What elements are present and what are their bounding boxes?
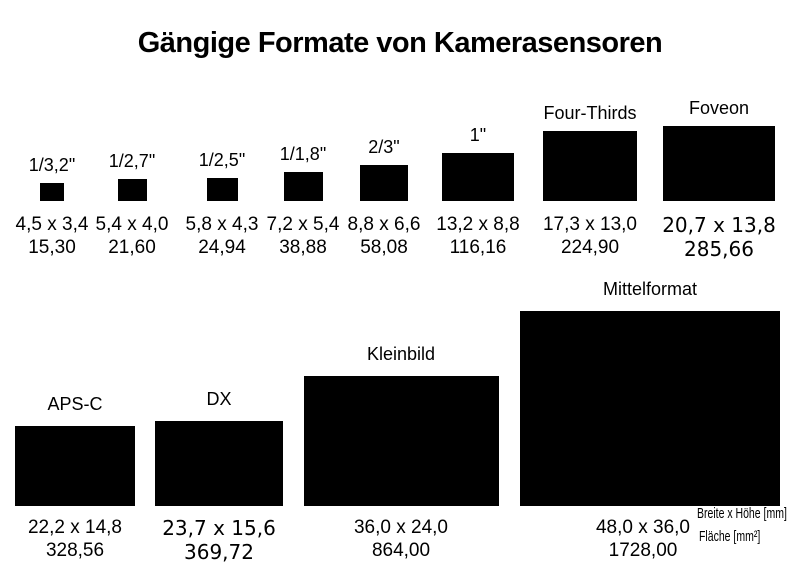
sensor-area: 58,08	[360, 237, 408, 258]
sensor-dimensions: 17,3 x 13,0	[542, 214, 638, 235]
sensor-dimensions: 23,7 x 15,6	[162, 516, 276, 540]
sensor-group: 1/1,8" 7,2 x 5,4 38,88	[255, 80, 351, 258]
sensor-group: APS-C 22,2 x 14,8 328,56	[10, 260, 140, 561]
sensor-group: Kleinbild 36,0 x 24,0 864,00	[301, 260, 501, 561]
sensor-label: 2/3"	[368, 137, 400, 157]
sensor-row-large: APS-C 22,2 x 14,8 328,56 DX 23,7 x 15,6 …	[0, 260, 800, 564]
sensor-values: 17,3 x 13,0 224,90	[533, 201, 647, 258]
sensor-area: 864,00	[371, 540, 431, 561]
sensor-dimensions: 4,5 x 3,4	[15, 214, 89, 235]
sensor-values: 5,4 x 4,0 21,60	[84, 201, 180, 258]
sensor-dimensions: 13,2 x 8,8	[436, 214, 520, 235]
sensor-area: 1728,00	[608, 540, 678, 561]
sensor-rect	[520, 311, 780, 506]
legend-dimensions-label: Breite x Höhe [mm]	[697, 505, 787, 522]
sensor-label: Mittelformat	[602, 279, 698, 299]
sensor-dimensions: 7,2 x 5,4	[266, 214, 340, 235]
sensor-label: DX	[206, 389, 232, 409]
sensor-values: 20,7 x 13,8 285,66	[657, 201, 781, 261]
sensor-rect	[663, 126, 775, 201]
sensor-group: 1/2,7" 5,4 x 4,0 21,60	[84, 80, 180, 258]
sensor-rect	[155, 421, 283, 506]
sensor-values: 5,8 x 4,3 24,94	[174, 201, 270, 258]
sensor-dimensions: 48,0 x 36,0	[595, 517, 691, 538]
sensor-area: 224,90	[560, 237, 620, 258]
sensor-group: 2/3" 8,8 x 6,6 58,08	[336, 80, 432, 258]
sensor-rect	[283, 172, 323, 201]
sensor-dimensions: 8,8 x 6,6	[347, 214, 421, 235]
sensor-label: 1/2,7"	[108, 151, 156, 171]
sensor-values: 36,0 x 24,0 864,00	[301, 506, 501, 561]
sensor-values: 8,8 x 6,6 58,08	[336, 201, 432, 258]
sensor-label: 1/3,2"	[28, 155, 76, 175]
sensor-label: Foveon	[688, 98, 750, 118]
sensor-area: 38,88	[279, 237, 327, 258]
sensor-area: 15,30	[28, 237, 76, 258]
sensor-values: 4,5 x 3,4 15,30	[4, 201, 100, 258]
sensor-group: Mittelformat 48,0 x 36,0 1728,00	[519, 260, 781, 561]
sensor-values: 23,7 x 15,6 369,72	[149, 506, 289, 564]
sensor-rect	[543, 131, 637, 201]
sensor-rect	[303, 376, 499, 506]
sensor-rect	[442, 153, 514, 201]
sensor-dimensions: 36,0 x 24,0	[353, 517, 449, 538]
sensor-group: DX 23,7 x 15,6 369,72	[149, 260, 289, 564]
sensor-rect	[206, 178, 238, 201]
sensor-label: 1"	[469, 125, 487, 145]
sensor-area: 369,72	[184, 540, 254, 564]
sensor-group: Foveon 20,7 x 13,8 285,66	[657, 80, 781, 261]
sensor-values: 7,2 x 5,4 38,88	[255, 201, 351, 258]
sensor-label: APS-C	[47, 394, 103, 414]
sensor-area: 328,56	[45, 540, 105, 561]
sensor-group: 1/2,5" 5,8 x 4,3 24,94	[174, 80, 270, 258]
page-title: Gängige Formate von Kamerasensoren	[137, 27, 663, 59]
sensor-area: 285,66	[684, 237, 754, 261]
sensor-area: 21,60	[108, 237, 156, 258]
sensor-group: Four-Thirds 17,3 x 13,0 224,90	[533, 80, 647, 258]
sensor-values: 48,0 x 36,0 1728,00	[519, 506, 781, 561]
sensor-area: 116,16	[449, 237, 507, 258]
sensor-dimensions: 22,2 x 14,8	[27, 517, 123, 538]
sensor-label: 1/1,8"	[279, 144, 327, 164]
sensor-rect	[15, 426, 135, 506]
sensor-area: 24,94	[198, 237, 246, 258]
sensor-label: 1/2,5"	[198, 150, 246, 170]
legend-area-label: Fläche [mm²]	[699, 528, 761, 545]
sensor-label: Kleinbild	[366, 344, 436, 364]
sensor-dimensions: 20,7 x 13,8	[662, 213, 776, 237]
sensor-values: 22,2 x 14,8 328,56	[10, 506, 140, 561]
sensor-dimensions: 5,4 x 4,0	[95, 214, 169, 235]
sensor-label: Four-Thirds	[543, 103, 637, 123]
sensor-group: 1" 13,2 x 8,8 116,16	[426, 80, 530, 258]
sensor-rect	[40, 183, 64, 201]
sensor-dimensions: 5,8 x 4,3	[185, 214, 259, 235]
sensor-group: 1/3,2" 4,5 x 3,4 15,30	[4, 80, 100, 258]
sensor-row-small: 1/3,2" 4,5 x 3,4 15,30 1/2,7" 5,4 x 4,0 …	[0, 80, 800, 261]
sensor-rect	[360, 165, 408, 201]
sensor-rect	[117, 179, 147, 201]
sensor-values: 13,2 x 8,8 116,16	[426, 201, 530, 258]
